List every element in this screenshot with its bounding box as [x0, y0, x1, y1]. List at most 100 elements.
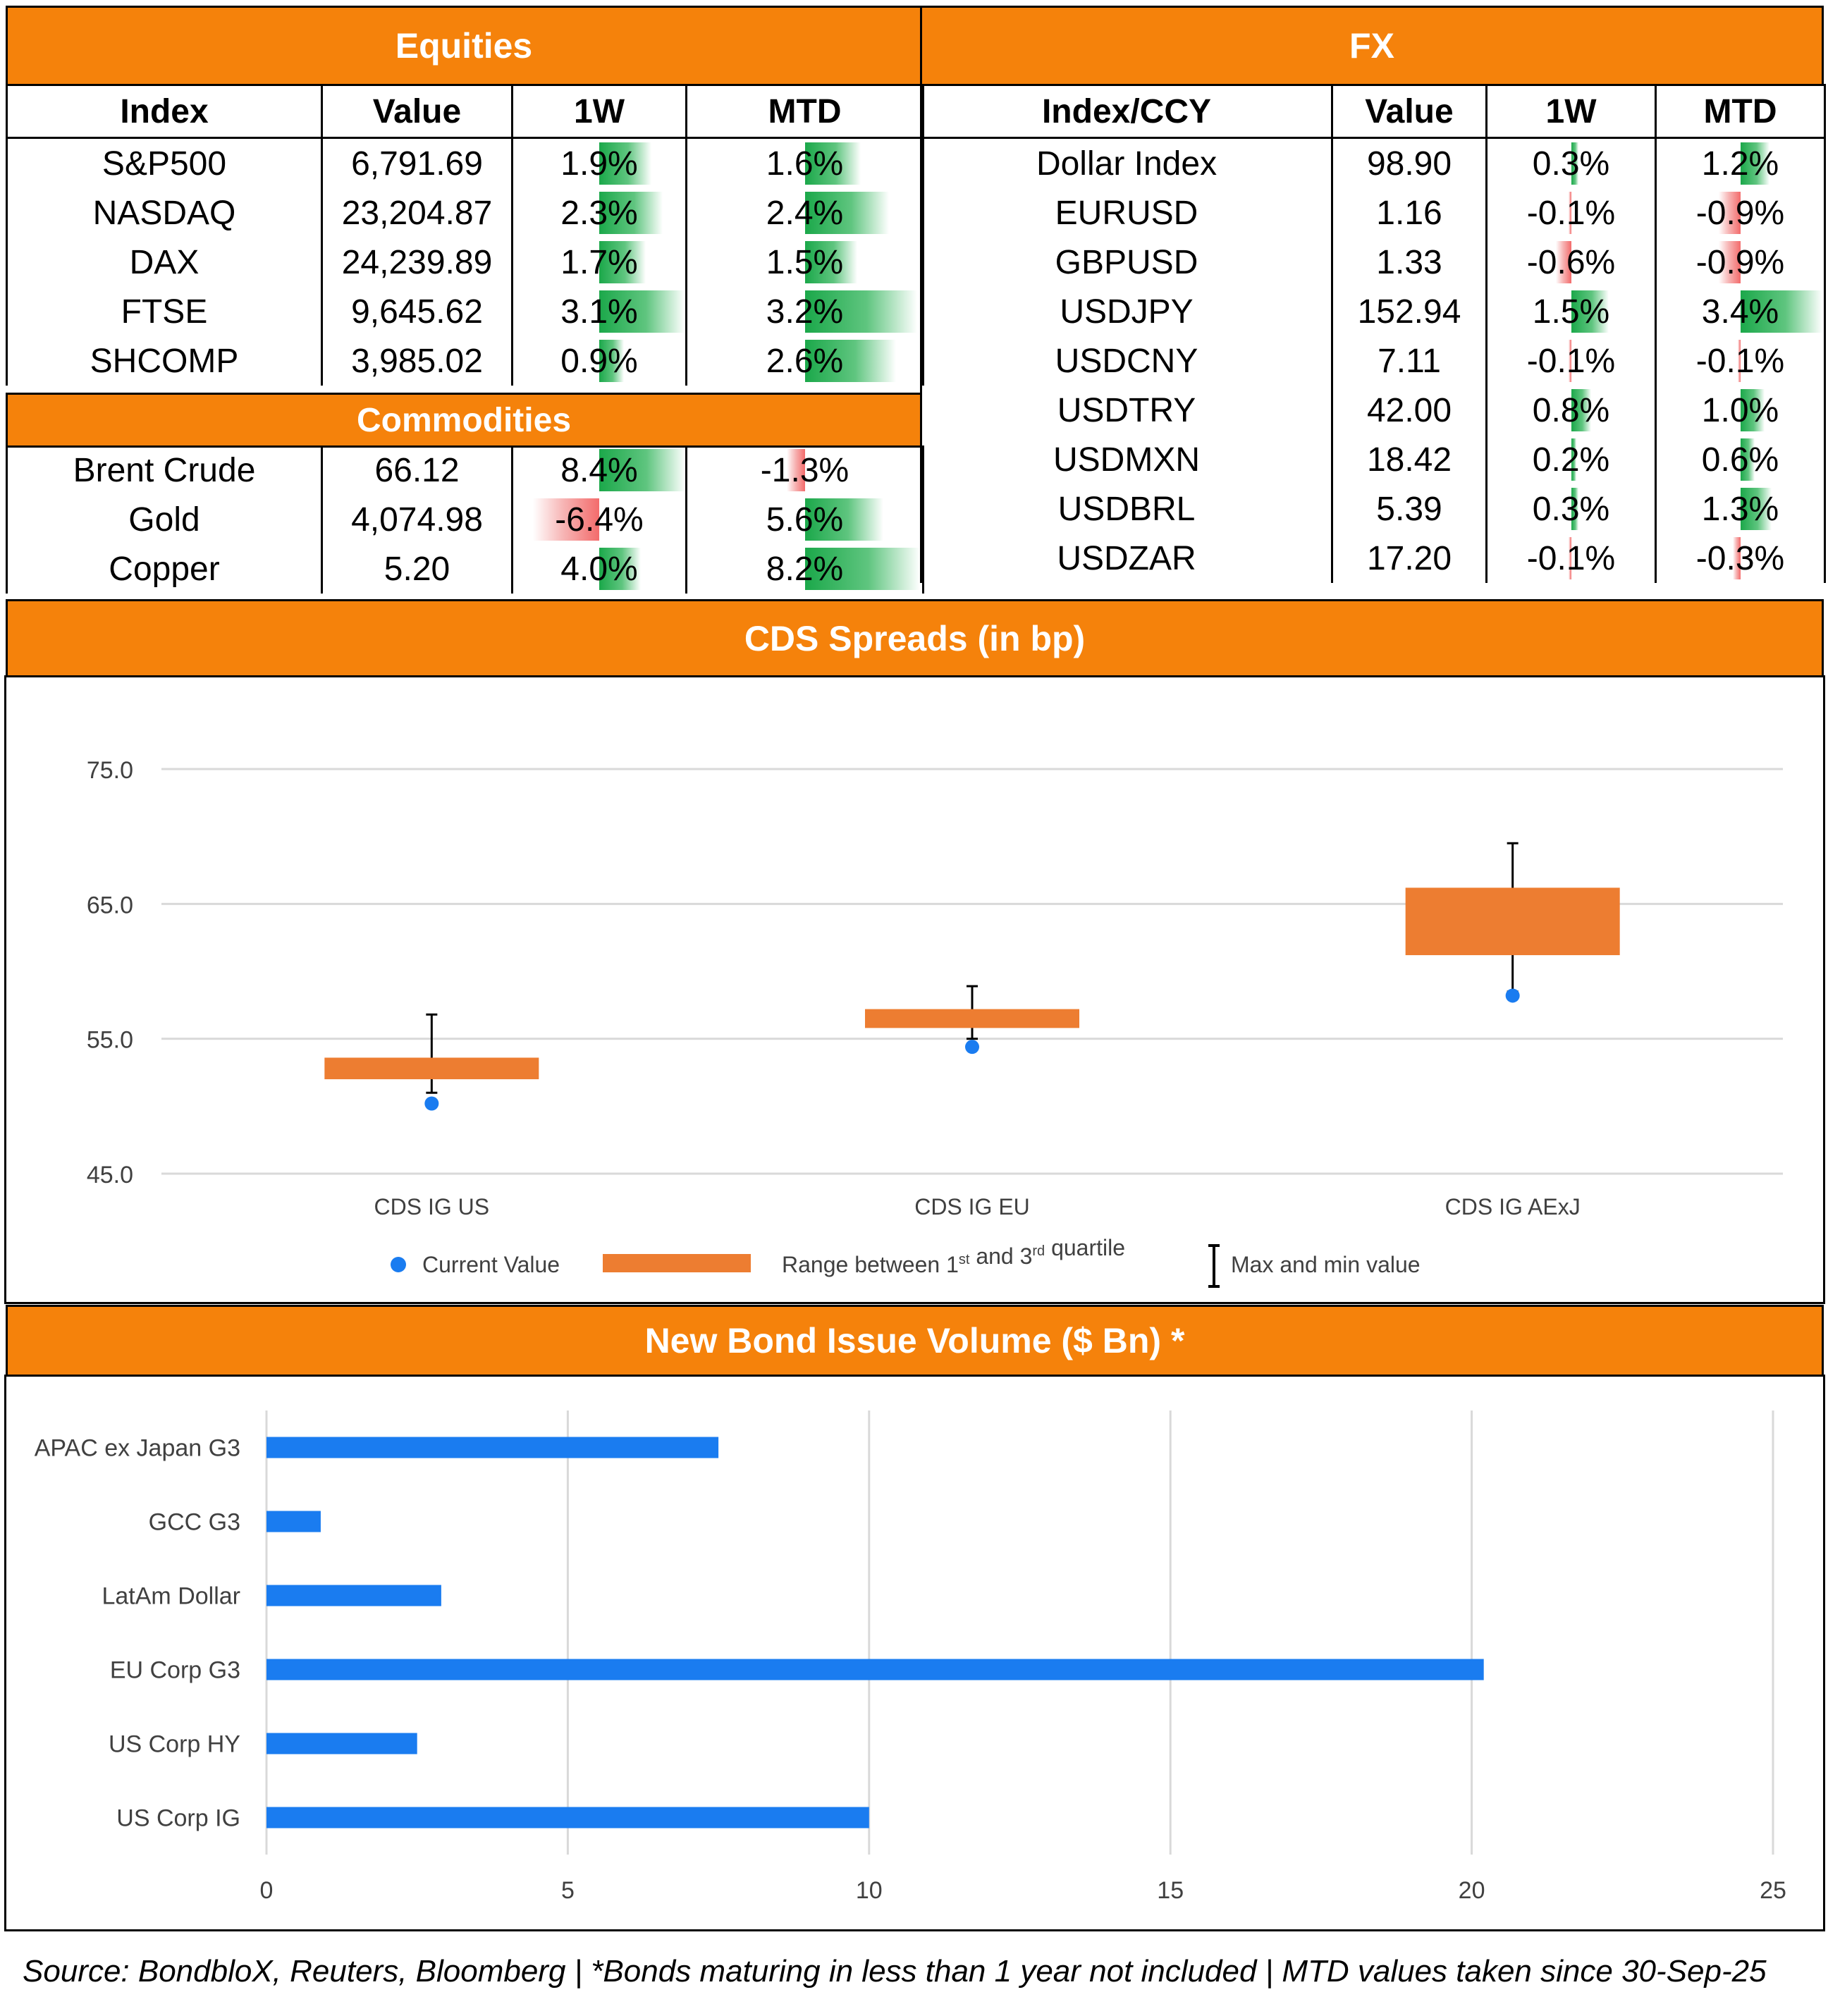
row-1w-bar [599, 449, 685, 491]
row-value: 1.16 [1331, 188, 1487, 238]
col-header-value: Value [1331, 84, 1487, 139]
row-mtd-bar [804, 498, 884, 541]
row-mtd-bar [804, 142, 861, 185]
table-row: SHCOMP 3,985.02 0.9% 2.6% [6, 336, 924, 386]
legend-superscript: st [959, 1252, 970, 1267]
row-mtd: -1.3% [685, 445, 924, 495]
row-name: NASDAQ [6, 188, 323, 238]
row-name: Brent Crude [6, 445, 323, 495]
bar [266, 1511, 321, 1532]
cds-chart: 45.0 55.0 65.0 75.0 CDS IG US CDS IG EU CDS IG… [87, 757, 1783, 1288]
row-value: 5.20 [321, 544, 513, 594]
row-1w-text: 4.0% [560, 550, 638, 588]
table-row: S&P500 6,791.69 1.9% 1.6% [6, 137, 924, 188]
y-category-label: US Corp HY [109, 1731, 240, 1758]
current-value-point [424, 1096, 439, 1111]
row-mtd-text: -0.9% [1695, 194, 1785, 232]
row-value: 152.94 [1331, 287, 1487, 336]
x-category-label: CDS IG US [374, 1194, 490, 1219]
row-mtd-bar [1738, 340, 1741, 382]
fx-header: FX [920, 6, 1824, 86]
row-mtd: -0.9% [1655, 188, 1826, 238]
row-mtd-text: 1.2% [1701, 145, 1779, 183]
table-row: USDMXN 18.42 0.2% 0.6% [920, 435, 1826, 484]
row-mtd: 8.2% [685, 544, 924, 594]
row-value: 6,791.69 [321, 137, 513, 188]
legend-text: quartile [1045, 1235, 1125, 1260]
row-1w-bar [1568, 192, 1571, 234]
x-category-label: CDS IG EU [914, 1194, 1030, 1219]
bar [266, 1733, 417, 1754]
row-mtd-bar [1733, 537, 1741, 579]
legend-superscript: rd [1032, 1243, 1045, 1259]
x-category-label: CDS IG AExJ [1445, 1194, 1581, 1219]
quartile-box [324, 1057, 539, 1080]
table-row: Dollar Index 98.90 0.3% 1.2% [920, 137, 1826, 188]
row-1w: 0.9% [511, 336, 687, 386]
row-mtd: 1.0% [1655, 386, 1826, 435]
row-value: 18.42 [1331, 435, 1487, 484]
row-value: 7.11 [1331, 336, 1487, 386]
row-mtd-text: -0.1% [1695, 342, 1785, 380]
row-mtd: 3.4% [1655, 287, 1826, 336]
row-mtd: -0.3% [1655, 534, 1826, 583]
row-1w-text: -0.1% [1526, 342, 1616, 380]
row-mtd-bar [804, 241, 858, 283]
row-mtd: 1.6% [685, 137, 924, 188]
legend-current-label: Current Value [422, 1252, 560, 1277]
row-mtd-text: 0.6% [1701, 441, 1779, 479]
row-mtd: 1.5% [685, 238, 924, 287]
row-1w-bar [1571, 488, 1579, 530]
equities-table: Index Value 1W MTD S&P500 6,791.69 1.9% 1.6… [6, 84, 924, 386]
row-value: 42.00 [1331, 386, 1487, 435]
row-value: 5.39 [1331, 484, 1487, 534]
row-value: 98.90 [1331, 137, 1487, 188]
row-mtd: 2.6% [685, 336, 924, 386]
y-tick-label: 45.0 [87, 1162, 133, 1188]
row-1w-bar [1571, 290, 1609, 333]
y-tick-label: 75.0 [87, 757, 133, 784]
row-mtd-bar [804, 192, 890, 234]
current-value-point [1505, 988, 1520, 1003]
quartile-box [865, 1009, 1079, 1028]
row-1w-text: -6.4% [555, 500, 644, 539]
row-1w: 8.4% [511, 445, 687, 495]
row-mtd-text: 1.6% [766, 145, 844, 183]
row-mtd-text: -1.3% [760, 451, 849, 489]
row-mtd-text: -0.9% [1695, 243, 1785, 281]
row-1w-text: 3.1% [560, 293, 638, 331]
row-name: USDBRL [920, 484, 1333, 534]
row-1w-bar [1556, 241, 1571, 283]
row-value: 4,074.98 [321, 495, 513, 544]
x-tick-label: 25 [1760, 1877, 1786, 1904]
row-1w-text: -0.1% [1526, 194, 1616, 232]
y-category-label: APAC ex Japan G3 [35, 1435, 240, 1462]
col-header-index-ccy: Index/CCY [920, 84, 1333, 139]
row-1w-text: 0.3% [1532, 490, 1610, 528]
row-1w-bar [599, 290, 685, 333]
legend-range-marker [603, 1254, 751, 1272]
row-1w-text: 0.8% [1532, 391, 1610, 429]
row-mtd: 0.6% [1655, 435, 1826, 484]
row-name: EURUSD [920, 188, 1333, 238]
row-name: USDZAR [920, 534, 1333, 583]
row-mtd: 2.4% [685, 188, 924, 238]
row-mtd-bar [1740, 389, 1765, 431]
row-name: USDJPY [920, 287, 1333, 336]
row-mtd-bar [786, 449, 805, 491]
row-mtd-bar [1740, 438, 1755, 481]
col-header-1w: 1W [511, 84, 687, 139]
row-mtd-bar [804, 340, 897, 382]
row-mtd-text: 3.2% [766, 293, 844, 331]
commodities-table: Brent Crude 66.12 8.4% -1.3% Gold 4,074.98 -6.… [6, 445, 924, 594]
row-value: 23,204.87 [321, 188, 513, 238]
table-row: Copper 5.20 4.0% 8.2% [6, 544, 924, 594]
row-1w-bar [1571, 438, 1576, 481]
table-row: USDTRY 42.00 0.8% 1.0% [920, 386, 1826, 435]
row-mtd-text: 8.2% [766, 550, 844, 588]
row-1w-bar [533, 498, 599, 541]
row-value: 24,239.89 [321, 238, 513, 287]
row-1w-text: 1.9% [560, 145, 638, 183]
current-value-point [965, 1040, 979, 1055]
table-row: NASDAQ 23,204.87 2.3% 2.4% [6, 188, 924, 238]
